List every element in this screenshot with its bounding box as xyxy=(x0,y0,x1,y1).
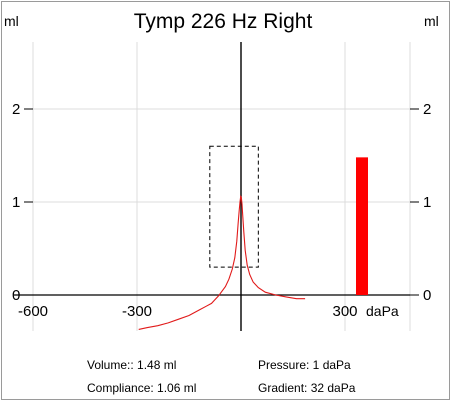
x-tick-label: -300 xyxy=(122,303,152,320)
y-tick-label-left: 2 xyxy=(12,101,20,118)
tick-labels: 0 0 1 1 2 2 -600 -300 300 xyxy=(12,101,431,320)
y-unit-right: ml xyxy=(424,13,439,29)
stat-volume: Volume:: 1.48 ml xyxy=(87,358,176,372)
chart-title: Tymp 226 Hz Right xyxy=(134,10,313,33)
stat-compliance: Compliance: 1.06 ml xyxy=(87,381,196,395)
y-unit-left: ml xyxy=(4,13,19,29)
stat-pressure: Pressure: 1 daPa xyxy=(258,358,351,372)
y-tick-label-left: 1 xyxy=(12,194,20,211)
grid-lines xyxy=(32,42,411,331)
volume-bar xyxy=(356,157,368,295)
x-unit-label: daPa xyxy=(366,303,399,319)
x-tick-label: -600 xyxy=(18,303,48,320)
y-tick-label-right: 0 xyxy=(423,287,431,304)
y-tick-label-left: 0 xyxy=(12,287,20,304)
x-tick-label: 300 xyxy=(332,303,357,320)
normal-region-box xyxy=(209,145,259,268)
compliance-curve xyxy=(138,194,306,330)
axes xyxy=(14,42,419,331)
stat-gradient: Gradient: 32 daPa xyxy=(258,381,356,395)
y-tick-label-right: 1 xyxy=(423,194,431,211)
y-tick-label-right: 2 xyxy=(423,101,431,118)
